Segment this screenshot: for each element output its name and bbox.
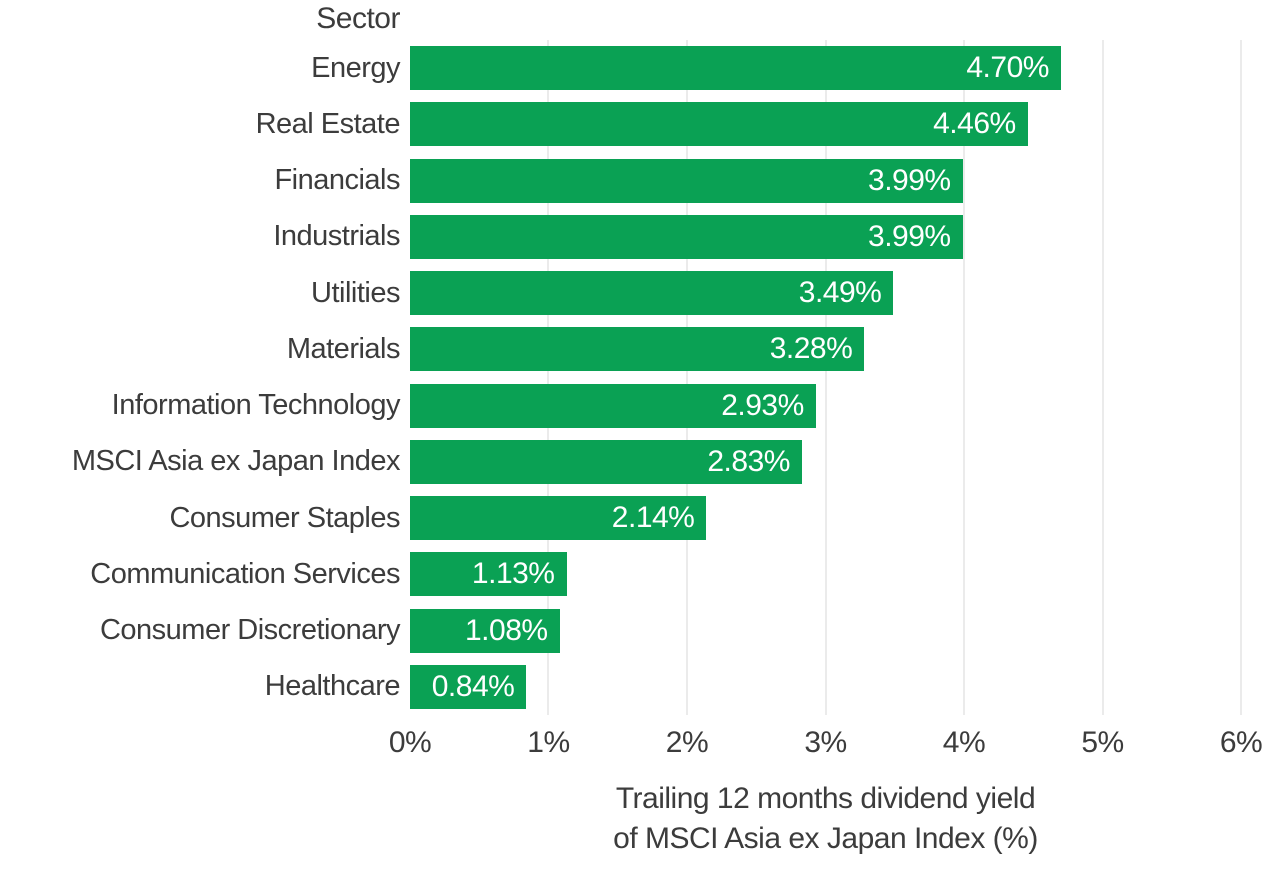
bar: 1.13% <box>410 552 567 597</box>
bar-track: 2.14% <box>410 490 1241 546</box>
category-label: Healthcare <box>264 670 401 703</box>
bar-value-label: 4.46% <box>933 107 1016 141</box>
bar: 2.83% <box>410 439 802 484</box>
bar-value-label: 2.83% <box>707 444 790 478</box>
category-label: Energy <box>311 51 400 84</box>
bar-value-label: 2.14% <box>611 501 695 535</box>
bar-value-label: 3.28% <box>769 332 853 366</box>
x-axis-title-line2: of MSCI Asia ex Japan Index (%) <box>613 822 1038 855</box>
bar-row: Information Technology 2.93% <box>0 378 1241 434</box>
category-label: Real Estate <box>255 107 401 140</box>
bar: 3.99% <box>410 214 963 259</box>
category-label: Consumer Discretionary <box>99 614 401 647</box>
x-tick-label: 4% <box>942 726 986 759</box>
bar-row: Financials 3.99% <box>0 153 1241 209</box>
gridline <box>685 40 688 715</box>
bar: 2.93% <box>410 383 816 428</box>
bar: 4.70% <box>410 46 1061 91</box>
bar-rows: Energy 4.70% Real Estate 4.46% Financials 3.9… <box>0 40 1241 715</box>
bar-value-label: 4.70% <box>966 51 1049 85</box>
category-label: Consumer Staples <box>169 501 400 534</box>
x-tick-label: 5% <box>1081 726 1124 759</box>
bar-row: Consumer Staples 2.14% <box>0 490 1241 546</box>
gridline-layer <box>410 40 1242 715</box>
bar-row: Healthcare 0.84% <box>0 659 1241 715</box>
bar-row: Communication Services 1.13% <box>0 546 1241 602</box>
gridline <box>1240 40 1242 715</box>
bar: 2.14% <box>410 496 707 541</box>
bar-track: 4.70% <box>410 40 1241 96</box>
category-label: Industrials <box>273 220 400 253</box>
bar-row: Real Estate 4.46% <box>0 96 1241 152</box>
bar-row: Energy 4.70% <box>0 40 1241 96</box>
x-axis-tick-labels: 0% 1% 2% 3% 4% 5% 6% <box>389 726 1263 766</box>
x-tick-label: 6% <box>1219 726 1263 759</box>
bar-row: Industrials 3.99% <box>0 209 1241 265</box>
bar: 1.08% <box>410 608 560 653</box>
x-axis-title: Trailing 12 months dividend yield of MSC… <box>410 779 1241 859</box>
category-label: MSCI Asia ex Japan Index <box>71 445 401 478</box>
bar-track: 2.83% <box>410 434 1241 490</box>
bar-track: 3.99% <box>410 209 1241 265</box>
bar-track: 2.93% <box>410 378 1241 434</box>
bar-row: Materials 3.28% <box>0 321 1241 377</box>
bar-row: Utilities 3.49% <box>0 265 1241 321</box>
x-tick-label: 3% <box>804 726 847 759</box>
bar: 3.99% <box>410 158 963 203</box>
category-label: Communication Services <box>90 557 400 590</box>
bar-value-label: 1.08% <box>465 613 548 647</box>
bar-value-label: 1.13% <box>471 557 555 591</box>
bar-value-label: 0.84% <box>431 669 515 703</box>
bar-row: MSCI Asia ex Japan Index 2.83% <box>0 434 1241 490</box>
x-tick-label: 2% <box>665 726 709 759</box>
bar: 3.28% <box>410 327 865 372</box>
bar-track: 1.13% <box>410 546 1241 602</box>
bar: 0.84% <box>410 664 527 709</box>
bar-track: 3.28% <box>410 321 1241 377</box>
category-label: Materials <box>286 332 401 365</box>
category-label: Utilities <box>311 276 400 309</box>
bar-value-label: 2.93% <box>721 388 804 422</box>
bar-track: 3.49% <box>410 265 1241 321</box>
bar-track: 0.84% <box>410 659 1241 715</box>
y-axis-header: Sector <box>316 2 400 35</box>
bar-row: Consumer Discretionary 1.08% <box>0 603 1241 659</box>
bar: 3.49% <box>410 271 894 316</box>
gridline <box>547 40 550 715</box>
bar-track: 4.46% <box>410 96 1241 152</box>
bar-value-label: 3.49% <box>798 276 882 310</box>
x-axis-title-line1: Trailing 12 months dividend yield <box>615 782 1036 815</box>
bar-value-label: 3.99% <box>868 219 951 253</box>
x-tick-label: 1% <box>527 726 570 759</box>
bar-value-label: 3.99% <box>868 163 951 197</box>
gridline <box>824 40 827 715</box>
bar: 4.46% <box>410 102 1028 147</box>
category-label: Financials <box>274 164 400 197</box>
gridline <box>1101 40 1104 715</box>
bar-track: 3.99% <box>410 153 1241 209</box>
category-label: Information Technology <box>111 389 401 422</box>
bar-track: 1.08% <box>410 603 1241 659</box>
x-tick-label: 0% <box>388 726 432 759</box>
gridline <box>962 40 965 715</box>
